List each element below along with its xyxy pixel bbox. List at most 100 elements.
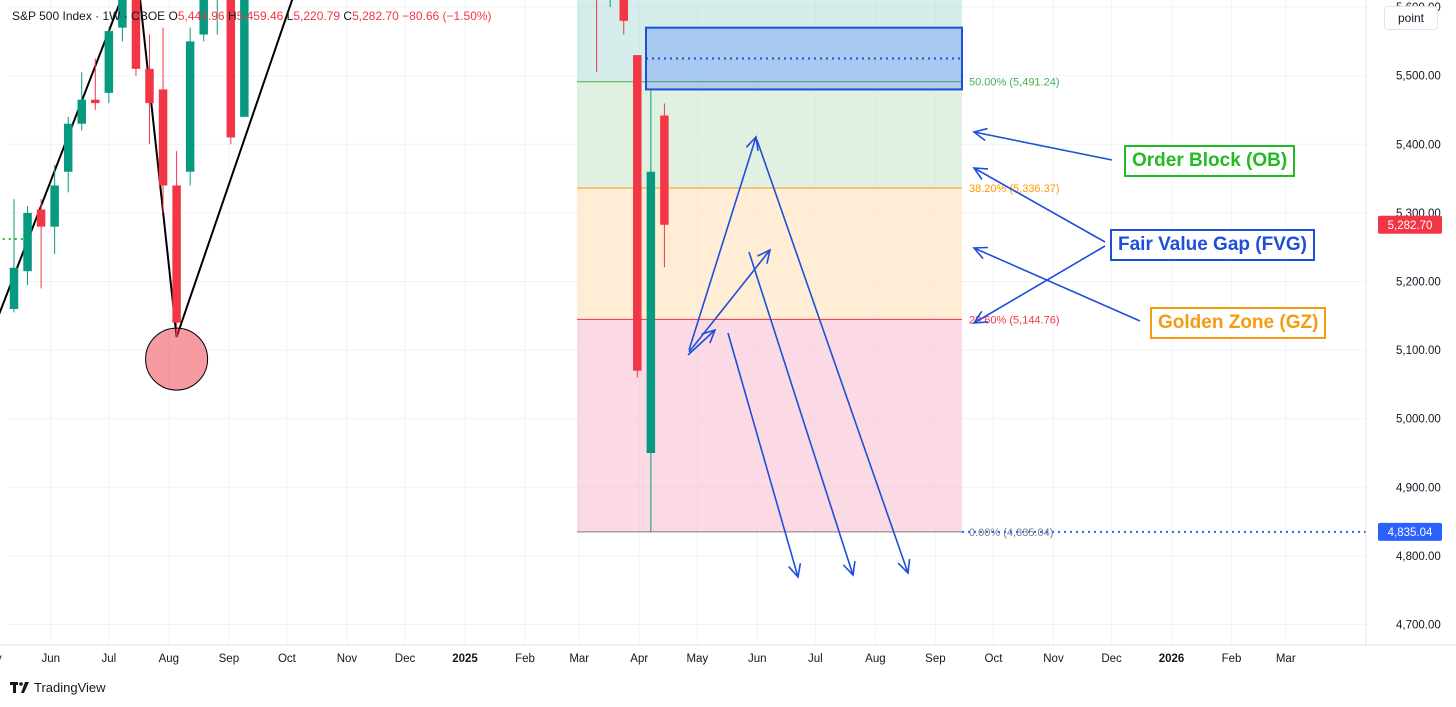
x-tick-label: Nov [1043, 653, 1064, 665]
candle-body [36, 209, 46, 227]
candle-body [633, 55, 642, 371]
x-tick-label: Jun [42, 653, 61, 665]
price-label-bg [1378, 215, 1442, 234]
open-value: 5,441.96 [177, 9, 225, 23]
candle-body [23, 212, 32, 272]
candle-body [50, 185, 59, 227]
fvg-pointer-arrow-lower [973, 245, 1106, 324]
price-label-bg [1378, 522, 1442, 541]
x-tick-label: Oct [985, 653, 1004, 665]
fvg-pointer-arrow-upper-head [972, 167, 989, 180]
candle-body [158, 89, 168, 186]
y-tick-label: 4,800.00 [1396, 551, 1441, 563]
y-tick-label: 5,400.00 [1396, 139, 1441, 151]
ob-pointer-arrow [973, 131, 1113, 161]
zigzag-line [0, 0, 294, 338]
swing-low-circle [145, 327, 209, 391]
x-tick-label: Feb [1222, 653, 1242, 665]
fvg-callout: Fair Value Gap (FVG) [1110, 229, 1315, 261]
candle-body [145, 68, 154, 104]
fib-level-label: 23.60% (5,144.76) [969, 314, 1060, 326]
axes: 4,700.00 4,800.00 4,900.00 5,000.00 5,100.00… [0, 0, 1456, 665]
tradingview-icon [10, 681, 29, 693]
symbol-header: S&P 500 Index · 1W · CBOE O5,441.96 H5,4… [12, 9, 492, 23]
x-tick-label: Aug [159, 653, 179, 665]
high-value: 5,459.46 [236, 9, 284, 23]
x-tick-label: Aug [865, 653, 885, 665]
fib-level-label: 38.20% (5,336.37) [969, 183, 1060, 195]
x-tick-label: May [686, 653, 708, 665]
y-tick-label: 5,200.00 [1396, 277, 1441, 289]
x-tick-label: Dec [395, 653, 416, 665]
y-tick-label: 4,700.00 [1396, 620, 1441, 632]
arrow-down-2-head [842, 561, 856, 577]
price-label: 4,835.04 [1388, 527, 1433, 539]
candle-body [91, 99, 100, 104]
candle-body [226, 0, 236, 138]
ob-pointer-arrow-head [972, 127, 988, 142]
arrow-down-1 [727, 332, 799, 578]
x-tick-label: Mar [569, 653, 589, 665]
brand-label: TradingView [34, 680, 106, 695]
x-tick-label: Jun [748, 653, 767, 665]
candles [9, 0, 669, 532]
gz-pointer-arrow-head [972, 246, 989, 260]
candle-body [619, 0, 628, 21]
x-tick-label: Oct [278, 653, 297, 665]
swing-circles [145, 327, 209, 391]
low-value: 5,220.79 [293, 9, 341, 23]
candle-body [660, 115, 669, 225]
close-value: 5,282.70 [352, 9, 399, 23]
arrow-down-1-head [788, 563, 802, 579]
candle-body [240, 0, 249, 117]
candle-body [9, 267, 19, 309]
projection-arrows [687, 127, 1141, 579]
x-tick-label: Apr [630, 653, 648, 665]
order-block-callout: Order Block (OB) [1124, 145, 1296, 177]
arrow-to-order-block [688, 136, 757, 351]
x-tick-label: May [0, 653, 2, 665]
scale-mode-button[interactable]: point [1384, 6, 1438, 30]
arrow-down-2 [748, 251, 854, 576]
fvg-pointer-arrow-upper [973, 167, 1106, 243]
symbol-title: S&P 500 Index · 1W · CBOE [12, 9, 166, 23]
x-tick-label: 2025 [452, 653, 478, 665]
arrow-to-fvg [687, 329, 716, 356]
x-tick-label: Nov [337, 653, 358, 665]
candle-body [63, 123, 73, 172]
candle-body [199, 0, 208, 35]
change-value: −80.66 (−1.50%) [402, 9, 492, 23]
x-tick-label: Dec [1101, 653, 1122, 665]
gz-pointer-arrow [973, 247, 1141, 322]
x-tick-label: Sep [219, 653, 239, 665]
zones [645, 26, 963, 91]
tradingview-logo[interactable]: TradingView [10, 680, 106, 695]
arrow-down-3 [756, 139, 909, 574]
arrow-to-fvg-head [701, 328, 717, 344]
x-tick-label: Mar [1276, 653, 1296, 665]
y-tick-label: 4,900.00 [1396, 482, 1441, 494]
candle-body [646, 171, 656, 454]
arrow-down-3-head [897, 559, 911, 575]
candle-body [77, 99, 86, 124]
zigzag-trendline [0, 0, 294, 338]
y-tick-label: 5,500.00 [1396, 71, 1441, 83]
candle-body [185, 41, 195, 172]
arrow-to-golden-zone-head [757, 248, 772, 264]
arrow-to-order-block-head [745, 135, 759, 151]
x-tick-label: Sep [925, 653, 945, 665]
candle-body [172, 185, 181, 323]
x-tick-label: Jul [808, 653, 823, 665]
candle-body [104, 31, 114, 93]
x-tick-label: Feb [515, 653, 535, 665]
x-tick-label: 2026 [1159, 653, 1185, 665]
arrow-to-golden-zone [688, 249, 771, 353]
fvg-pointer-arrow-lower-head [972, 310, 989, 324]
golden-zone-callout: Golden Zone (GZ) [1150, 307, 1327, 339]
y-tick-label: 5,000.00 [1396, 414, 1441, 426]
y-tick-label: 5,100.00 [1396, 345, 1441, 357]
fib-level-label: 50.00% (5,491.24) [969, 77, 1060, 89]
candle-body [118, 0, 127, 28]
candle-body [131, 0, 141, 69]
